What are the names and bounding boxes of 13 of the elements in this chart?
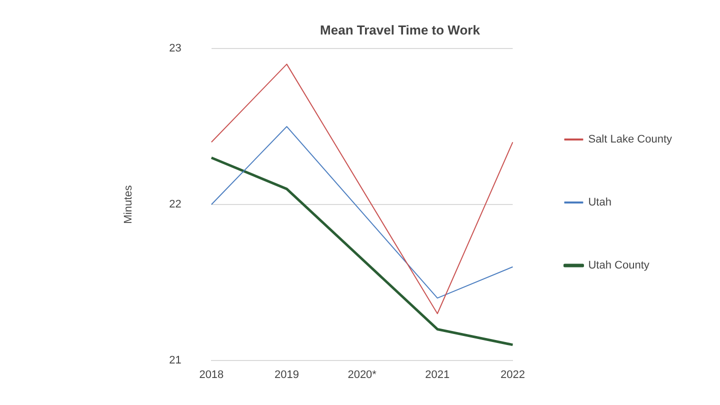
y-tick-label: 22 [169,198,182,211]
y-tick-label: 21 [169,354,182,366]
chart-title: Mean Travel Time to Work [320,22,481,38]
legend-label: Utah County [588,260,650,272]
legend-label: Salt Lake County [588,134,672,146]
x-tick-label: 2019 [274,369,299,382]
x-tick-label: 2021 [425,369,450,382]
y-tick-label: 23 [169,42,182,55]
x-tick-label: 2020* [348,369,378,382]
legend-label: Utah [588,196,612,209]
x-tick-label: 2022 [500,369,525,382]
x-tick-label: 2018 [199,369,224,382]
y-axis-title: Minutes [122,184,135,224]
